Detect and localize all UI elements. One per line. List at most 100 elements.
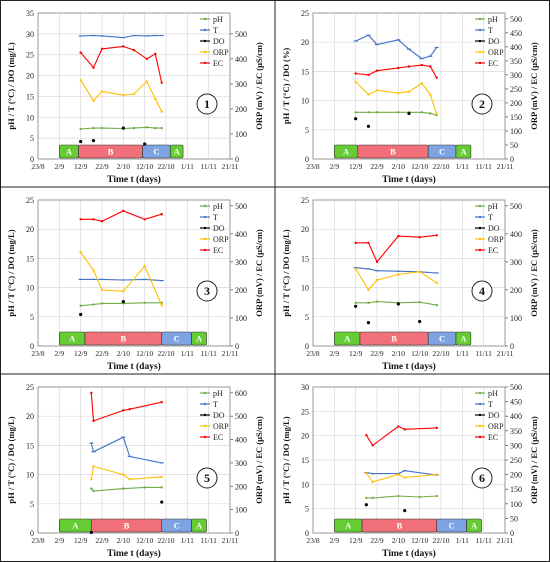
- x-tick-label: 2/10: [117, 162, 131, 171]
- data-point-EC: [418, 236, 421, 239]
- x-tick-label: 2/10: [392, 349, 406, 358]
- x-tick-label: 1/11: [181, 162, 194, 171]
- data-point-DO: [366, 124, 371, 128]
- legend-marker-ORP: [478, 50, 482, 54]
- y-tick-right: 500: [510, 202, 522, 211]
- legend-marker-pH: [478, 17, 482, 21]
- data-point-pH: [420, 111, 423, 114]
- series-line-pH: [355, 301, 437, 306]
- x-tick-label: 23/8: [31, 162, 45, 171]
- y-tick-right: 350: [510, 427, 522, 436]
- data-point-pH: [365, 496, 368, 500]
- legend-label-ORP: ORP: [488, 48, 504, 57]
- series-line-ORP: [80, 79, 163, 112]
- y-tick-right: 350: [510, 57, 522, 66]
- y-tick-left: 10: [26, 471, 34, 480]
- y-tick-left: 25: [301, 9, 309, 18]
- y-tick-left: 0: [305, 342, 309, 351]
- x-tick-label: 23/8: [31, 349, 45, 358]
- y-tick-right: 300: [510, 441, 522, 450]
- x-axis-label: Time t (days): [382, 548, 436, 559]
- data-point-DO: [354, 117, 358, 121]
- y-tick-right: 100: [510, 500, 522, 509]
- legend-label-EC: EC: [488, 246, 498, 255]
- x-tick-label: 23/8: [306, 536, 320, 545]
- x-axis-label: Time t (days): [107, 548, 161, 559]
- series-line-ORP: [80, 251, 163, 306]
- legend-marker-ORP: [203, 50, 207, 54]
- x-tick-label: 2/9: [55, 162, 65, 171]
- x-tick-label: 12/9: [74, 536, 88, 545]
- data-point-ORP: [100, 288, 104, 292]
- legend-label-pH: pH: [488, 389, 498, 398]
- y-tick-right: 0: [510, 342, 514, 351]
- y-axis-label-right: ORP (mV) / EC (µS/cm): [529, 229, 539, 317]
- x-tick-label: 11/11: [200, 536, 217, 545]
- data-point-EC: [375, 69, 379, 72]
- y-tick-left: 15: [301, 67, 309, 76]
- data-point-EC: [397, 234, 400, 238]
- x-tick-label: 12/9: [349, 536, 363, 545]
- data-point-DO: [143, 142, 147, 146]
- x-tick-label: 21/11: [497, 162, 514, 171]
- x-tick-label: 2/10: [117, 536, 131, 545]
- legend-label-EC: EC: [213, 246, 223, 255]
- data-point-DO: [354, 304, 358, 308]
- x-tick-label: 1/11: [181, 536, 194, 545]
- data-point-DO: [418, 319, 422, 324]
- plot-area: [312, 386, 506, 534]
- series-line-EC: [80, 45, 163, 83]
- y-tick-right: 150: [510, 113, 522, 122]
- data-point-ORP: [354, 267, 357, 271]
- panel-number-badge: [196, 93, 218, 115]
- phase-label: A: [66, 147, 73, 157]
- x-tick-label: 2/9: [55, 536, 65, 545]
- data-point-EC: [122, 209, 125, 213]
- data-point-EC: [160, 81, 163, 84]
- data-point-DO: [160, 500, 164, 504]
- y-tick-left: 0: [305, 155, 309, 164]
- y-tick-right: 500: [235, 30, 247, 39]
- y-tick-right: 100: [510, 314, 522, 323]
- series-line-pH: [80, 126, 162, 130]
- x-tick-label: 22/9: [370, 162, 384, 171]
- phase-label: A: [196, 521, 203, 531]
- data-point-EC: [420, 63, 423, 67]
- x-tick-label: 12/10: [411, 162, 428, 171]
- panel-5: 0 5 10 15 20 25 0 100 200 300 400 500 600 23/8 2/9 12/9…: [6, 383, 264, 559]
- data-point-pH: [397, 494, 400, 498]
- y-tick-left: 20: [26, 412, 34, 421]
- x-tick-label: 22/10: [432, 349, 449, 358]
- data-point-DO: [407, 111, 411, 116]
- phase-label: B: [397, 521, 403, 531]
- legend-marker-T: [478, 402, 482, 406]
- y-tick-left: 25: [26, 196, 34, 205]
- phase-label: C: [174, 521, 180, 531]
- phase-label: A: [345, 521, 352, 531]
- x-tick-label: 2/9: [55, 349, 65, 358]
- y-tick-right: 0: [510, 155, 514, 164]
- data-point-EC: [160, 213, 163, 216]
- phase-bar-A: [191, 331, 207, 346]
- phase-label: A: [196, 334, 203, 344]
- legend-label-EC: EC: [213, 59, 223, 68]
- x-tick-label: 22/9: [370, 536, 384, 545]
- x-axis-label: Time t (days): [107, 361, 161, 372]
- x-tick-label: 21/11: [497, 349, 514, 358]
- y-tick-left: 0: [30, 155, 34, 164]
- data-point-EC: [365, 433, 368, 437]
- data-point-pH: [132, 126, 136, 130]
- series-line-T: [80, 278, 162, 282]
- x-tick-label: 11/11: [200, 349, 217, 358]
- y-tick-left: 0: [305, 529, 309, 538]
- data-point-pH: [90, 487, 93, 490]
- data-point-pH: [92, 126, 95, 130]
- series-line-pH: [355, 111, 437, 116]
- x-tick-label: 22/9: [95, 162, 109, 171]
- legend-marker-ORP: [478, 237, 482, 241]
- phase-label: C: [439, 147, 445, 157]
- legend-marker-DO: [203, 226, 207, 230]
- data-point-pH: [375, 300, 379, 303]
- data-point-pH: [160, 126, 163, 130]
- y-tick-right: 50: [510, 514, 518, 523]
